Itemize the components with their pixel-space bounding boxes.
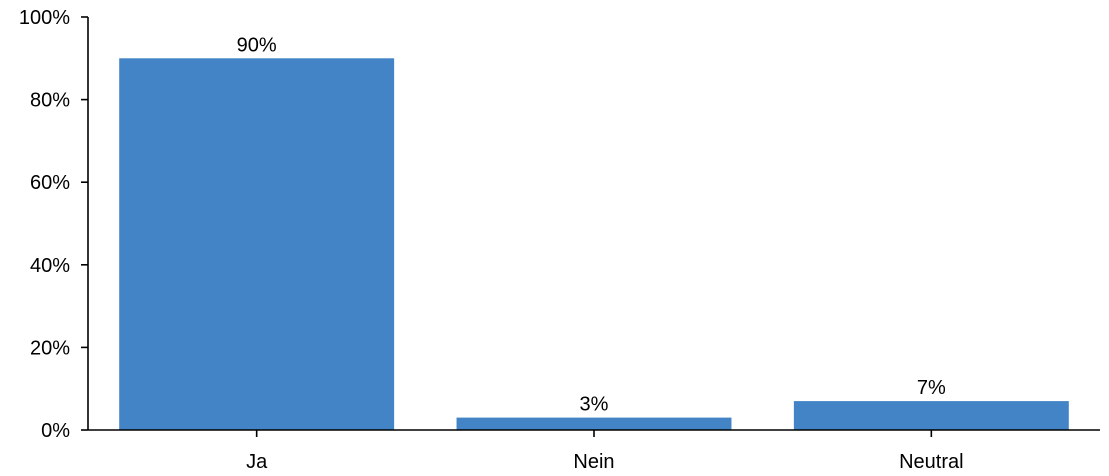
data-label-neutral: 7% — [917, 377, 946, 399]
x-axis: Ja Nein Neutral — [88, 429, 1100, 473]
y-tick-label: 20% — [30, 337, 70, 359]
x-tick-label-neutral: Neutral — [899, 451, 963, 473]
y-tick-label: 60% — [30, 172, 70, 194]
bar-ja — [119, 58, 395, 431]
y-axis: 0% 20% 40% 60% 80% 100% — [19, 7, 89, 442]
data-label-nein: 3% — [580, 394, 609, 416]
data-label-ja: 90% — [237, 34, 277, 56]
y-tick-label: 0% — [41, 420, 70, 442]
y-tick-label: 40% — [30, 255, 70, 277]
y-tick-label: 80% — [30, 90, 70, 112]
bar-neutral — [793, 401, 1069, 430]
y-tick-label: 100% — [19, 7, 70, 29]
x-tick-label-nein: Nein — [573, 451, 614, 473]
bars: 90% 3% 7% — [119, 34, 1069, 431]
x-tick-label-ja: Ja — [246, 451, 268, 473]
bar-nein — [456, 417, 732, 430]
